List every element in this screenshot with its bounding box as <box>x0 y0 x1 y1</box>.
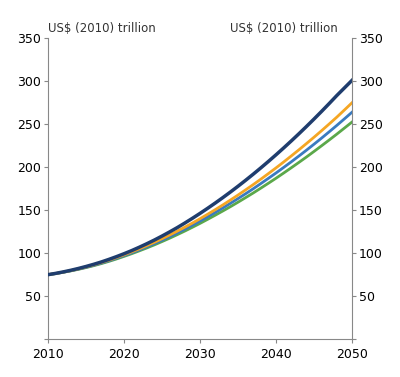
Text: US$ (2010) trillion: US$ (2010) trillion <box>48 22 156 35</box>
Text: US$ (2010) trillion: US$ (2010) trillion <box>230 22 338 35</box>
